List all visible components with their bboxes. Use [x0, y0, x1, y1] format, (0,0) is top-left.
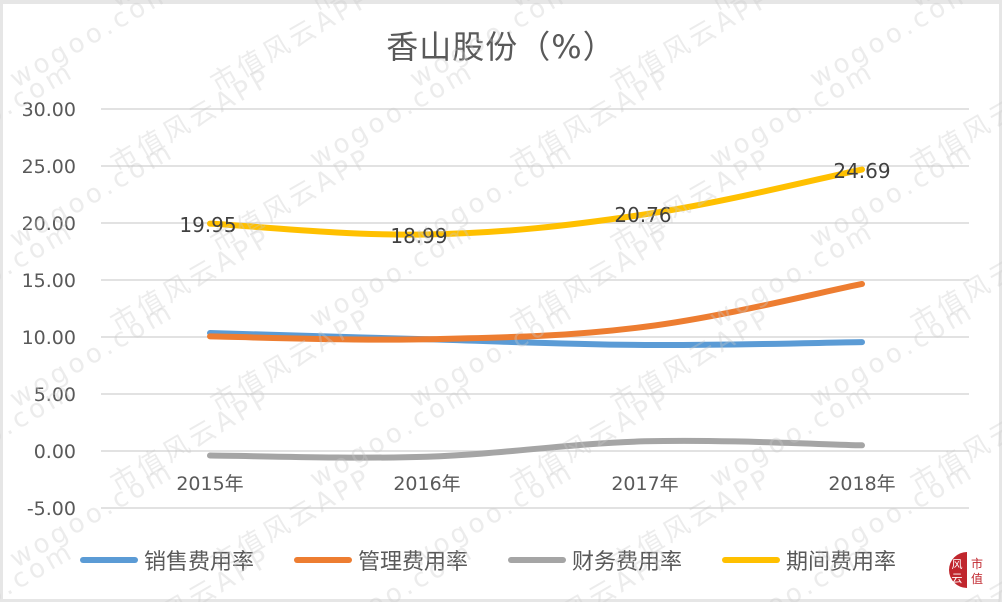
y-axis: 30.00 25.00 20.00 15.00 10.00 5.00 0.00 …	[22, 99, 76, 520]
legend-item-financial-expense-rate[interactable]: 财务费用率	[508, 544, 682, 576]
y-tick: 25.00	[22, 156, 76, 178]
legend-swatch	[80, 557, 138, 563]
legend-label: 销售费用率	[144, 550, 255, 575]
frame-border-bottom	[0, 599, 1002, 602]
y-tick: 15.00	[22, 270, 76, 292]
brand-logo-icon: 风 云 市 值	[949, 552, 983, 588]
legend-item-sales-expense-rate[interactable]: 销售费用率	[80, 544, 254, 576]
legend-swatch	[508, 557, 567, 563]
x-tick: 2017年	[611, 473, 678, 495]
y-tick: 0.00	[34, 441, 76, 463]
y-tick: 5.00	[34, 384, 76, 406]
data-label: 19.95	[179, 213, 236, 237]
chart-legend: 销售费用率 管理费用率 财务费用率 期间费用率	[80, 542, 936, 578]
x-tick: 2015年	[176, 473, 243, 495]
y-tick: 10.00	[22, 327, 76, 349]
data-label: 20.76	[614, 203, 671, 227]
series-line-period-expense-rate	[207, 166, 865, 238]
y-tick: 30.00	[22, 99, 76, 121]
frame-border-right	[999, 0, 1002, 602]
legend-label: 管理费用率	[358, 550, 469, 575]
legend-label: 财务费用率	[572, 550, 683, 575]
y-tick: -5.00	[27, 498, 76, 520]
series-line-admin-expense-rate	[207, 280, 865, 343]
series-line-financial-expense-rate	[207, 437, 865, 461]
frame-border-top	[0, 0, 1002, 4]
data-label: 24.69	[833, 159, 890, 183]
svg-text:风: 风	[952, 558, 963, 571]
chart-title: 香山股份（%）	[386, 28, 616, 66]
legend-swatch	[294, 557, 353, 563]
x-tick: 2018年	[828, 473, 895, 495]
x-tick: 2016年	[393, 473, 460, 495]
data-label: 18.99	[390, 224, 447, 248]
legend-label: 期间费用率	[786, 550, 897, 575]
svg-text:值: 值	[971, 571, 983, 586]
svg-text:市: 市	[971, 556, 983, 571]
legend-item-period-expense-rate[interactable]: 期间费用率	[722, 544, 896, 576]
legend-item-admin-expense-rate[interactable]: 管理费用率	[294, 544, 468, 576]
x-axis: 2015年 2016年 2017年 2018年	[176, 473, 895, 495]
legend-swatch	[722, 557, 781, 563]
svg-text:云: 云	[952, 572, 963, 585]
frame-border-left	[0, 0, 3, 602]
data-labels: 19.95 18.99 20.76 24.69	[179, 159, 890, 248]
y-tick: 20.00	[22, 213, 76, 235]
